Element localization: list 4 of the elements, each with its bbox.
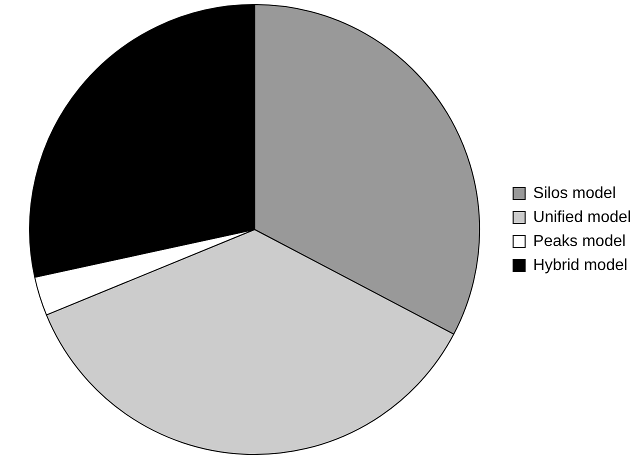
legend-label: Unified model: [533, 208, 631, 226]
legend-label: Silos model: [533, 184, 616, 202]
legend-label: Peaks model: [533, 232, 626, 250]
legend-label: Hybrid model: [533, 256, 628, 274]
